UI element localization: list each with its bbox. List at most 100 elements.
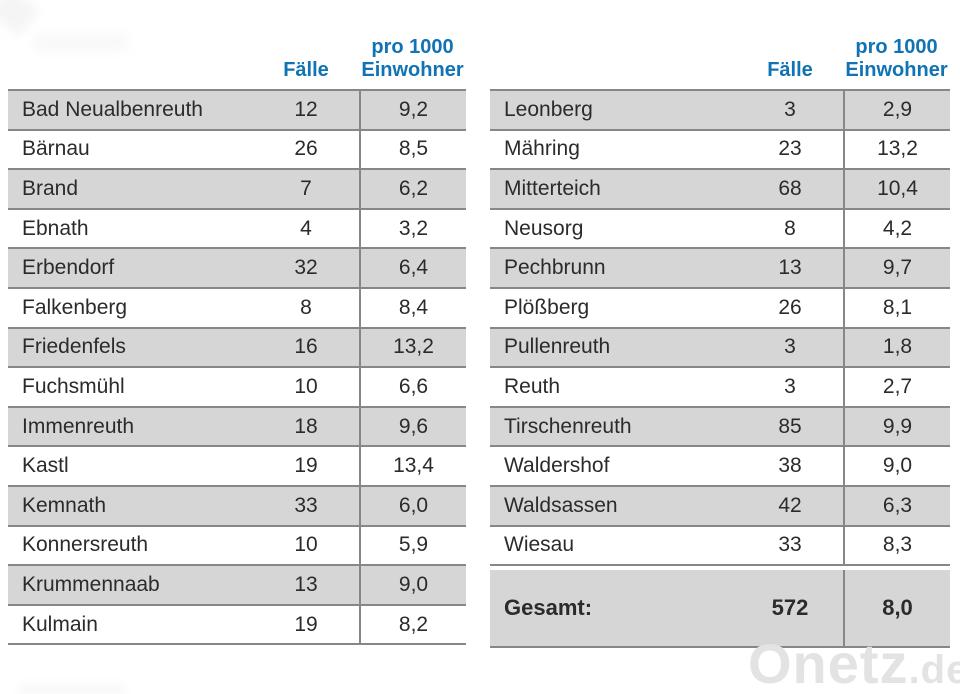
per1000-value: 6,2 — [359, 170, 466, 208]
per1000-value: 6,4 — [359, 249, 466, 287]
per1000-line2: Einwohner — [845, 59, 948, 81]
municipality-name: Waldsassen — [504, 493, 618, 517]
municipality-name: Pullenreuth — [504, 335, 611, 359]
cases-value: 38 — [778, 454, 802, 478]
table-row: Waldershof 38 9,0 — [490, 447, 950, 487]
table-row: Tirschenreuth 85 9,9 — [490, 407, 950, 448]
per1000-line1: pro 1000 — [371, 36, 454, 58]
per1000-value: 9,0 — [359, 566, 466, 604]
municipality-name: Kulmain — [22, 612, 98, 636]
per1000-value: 2,7 — [843, 368, 950, 406]
column-header-cases: Fälle — [283, 59, 329, 81]
table-row: Immenreuth 18 9,6 — [8, 407, 466, 448]
scan-artifact — [20, 685, 124, 694]
onetz-watermark: Onetz.de — [748, 636, 960, 692]
table-row: Ebnath 4 3,2 — [8, 209, 466, 250]
cases-value: 68 — [778, 176, 802, 200]
per1000-value: 2,9 — [843, 91, 950, 129]
cases-value: 42 — [778, 493, 802, 517]
table-row: Mitterteich 68 10,4 — [490, 170, 950, 210]
total-cases-value: 572 — [771, 595, 809, 621]
municipality-name: Friedenfels — [22, 335, 126, 359]
cases-value: 13 — [778, 256, 802, 280]
table-right: Fälle pro 1000 Einwohner Leonberg 3 2,9 Mäh… — [490, 0, 950, 649]
cases-value: 85 — [778, 414, 802, 438]
municipality-name: Kemnath — [22, 493, 107, 517]
table-row: Neusorg 8 4,2 — [490, 209, 950, 250]
per1000-value: 6,0 — [359, 486, 466, 525]
municipality-name: Mähring — [504, 137, 580, 161]
municipality-name: Pechbrunn — [504, 256, 606, 280]
table-row: Waldsassen 42 6,3 — [490, 486, 950, 527]
per1000-value: 8,1 — [843, 288, 950, 327]
municipality-name: Falkenberg — [22, 295, 128, 319]
municipality-name: Krummennaab — [22, 572, 160, 596]
cases-value: 8 — [300, 295, 312, 319]
table-row: Pechbrunn 13 9,7 — [490, 249, 950, 289]
cases-value: 33 — [294, 493, 318, 517]
table-row: Kulmain 19 8,2 — [8, 605, 466, 646]
cases-value: 7 — [300, 176, 312, 200]
cases-value: 10 — [294, 533, 318, 557]
table-row: Bärnau 26 8,5 — [8, 130, 466, 171]
municipality-name: Fuchsmühl — [22, 374, 125, 398]
per1000-value: 9,2 — [359, 91, 466, 129]
cases-value: 33 — [778, 533, 802, 557]
per1000-value: 9,7 — [843, 249, 950, 287]
municipality-name: Mitterteich — [504, 176, 601, 200]
table-row: Falkenberg 8 8,4 — [8, 288, 466, 329]
per1000-value: 9,6 — [359, 407, 466, 446]
column-header-per1000: pro 1000 Einwohner — [359, 36, 466, 82]
per1000-value: 13,4 — [359, 447, 466, 485]
table-row: Wiesau 33 8,3 — [490, 526, 950, 567]
cases-value: 18 — [294, 414, 318, 438]
table-row: Kemnath 33 6,0 — [8, 486, 466, 527]
table-row: Brand 7 6,2 — [8, 170, 466, 210]
table-left-body: Bad Neualbenreuth 12 9,2 Bärnau 26 8,5 Brand 7 6… — [8, 89, 466, 646]
municipality-name: Immenreuth — [22, 414, 135, 438]
table-right-body: Leonberg 3 2,9 Mähring 23 13,2 Mitterteich 68 10… — [490, 89, 950, 567]
per1000-value: 8,4 — [359, 288, 466, 327]
table-row: Erbendorf 32 6,4 — [8, 249, 466, 289]
cases-value: 13 — [294, 572, 318, 596]
per1000-value: 3,2 — [359, 209, 466, 248]
table-right-header: Fälle pro 1000 Einwohner — [490, 0, 950, 89]
total-row: Gesamt: 572 8,0 — [490, 570, 950, 649]
per1000-value: 4,2 — [843, 209, 950, 248]
per1000-value: 9,9 — [843, 407, 950, 446]
per1000-value: 13,2 — [359, 328, 466, 367]
table-row: Leonberg 3 2,9 — [490, 91, 950, 131]
table-row: Bad Neualbenreuth 12 9,2 — [8, 91, 466, 131]
per1000-value: 8,5 — [359, 130, 466, 169]
watermark-brand: Onetz — [748, 632, 909, 694]
per1000-line2: Einwohner — [361, 59, 464, 81]
cases-value: 26 — [294, 137, 318, 161]
cases-value: 19 — [294, 612, 318, 636]
table-row: Plößberg 26 8,1 — [490, 288, 950, 329]
municipality-name: Kastl — [22, 454, 69, 478]
per1000-value: 8,2 — [359, 605, 466, 644]
per1000-value: 13,2 — [843, 130, 950, 169]
cases-value: 3 — [784, 374, 796, 398]
cases-value: 10 — [294, 374, 318, 398]
total-per1000-value: 8,0 — [843, 570, 950, 647]
per1000-value: 6,6 — [359, 368, 466, 406]
table-row: Pullenreuth 3 1,8 — [490, 328, 950, 369]
per1000-value: 10,4 — [843, 170, 950, 208]
per1000-value: 1,8 — [843, 328, 950, 367]
table-row: Krummennaab 13 9,0 — [8, 566, 466, 606]
cases-value: 4 — [300, 216, 312, 240]
municipality-name: Plößberg — [504, 295, 590, 319]
column-header-cases: Fälle — [767, 59, 813, 81]
municipality-name: Bärnau — [22, 137, 90, 161]
table-left-header: Fälle pro 1000 Einwohner — [8, 0, 466, 89]
per1000-value: 5,9 — [359, 526, 466, 565]
table-row: Konnersreuth 10 5,9 — [8, 526, 466, 567]
municipality-name: Ebnath — [22, 216, 89, 240]
per1000-value: 9,0 — [843, 447, 950, 485]
municipality-name: Reuth — [504, 374, 561, 398]
municipality-name: Waldershof — [504, 454, 610, 478]
municipality-name: Brand — [22, 176, 79, 200]
municipality-name: Tirschenreuth — [504, 414, 632, 438]
